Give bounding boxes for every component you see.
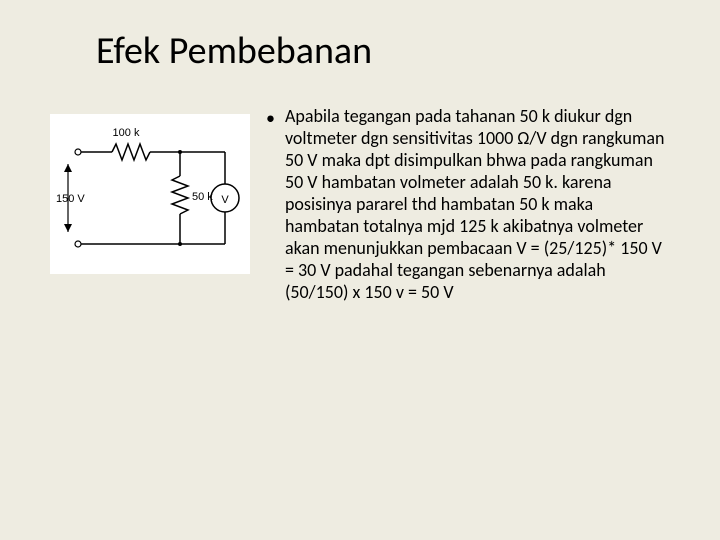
circuit-svg: V 100 k	[50, 114, 250, 274]
voltmeter-label: V	[221, 194, 229, 206]
text-block: • Apabila tegangan pada tahanan 50 k diu…	[258, 106, 670, 304]
circuit-diagram: V 100 k	[50, 114, 250, 274]
r-top-label: 100 k	[113, 127, 140, 139]
content-row: V 100 k	[50, 106, 670, 304]
slide: Efek Pembebanan V	[0, 0, 720, 540]
bullet-icon: •	[266, 108, 275, 130]
page-title: Efek Pembebanan	[96, 28, 670, 74]
v-source-label: 150 V	[56, 193, 85, 205]
body-text: Apabila tegangan pada tahanan 50 k diuku…	[285, 106, 670, 304]
bullet-item: • Apabila tegangan pada tahanan 50 k diu…	[266, 106, 670, 304]
r-right-label: 50 k	[192, 191, 213, 203]
